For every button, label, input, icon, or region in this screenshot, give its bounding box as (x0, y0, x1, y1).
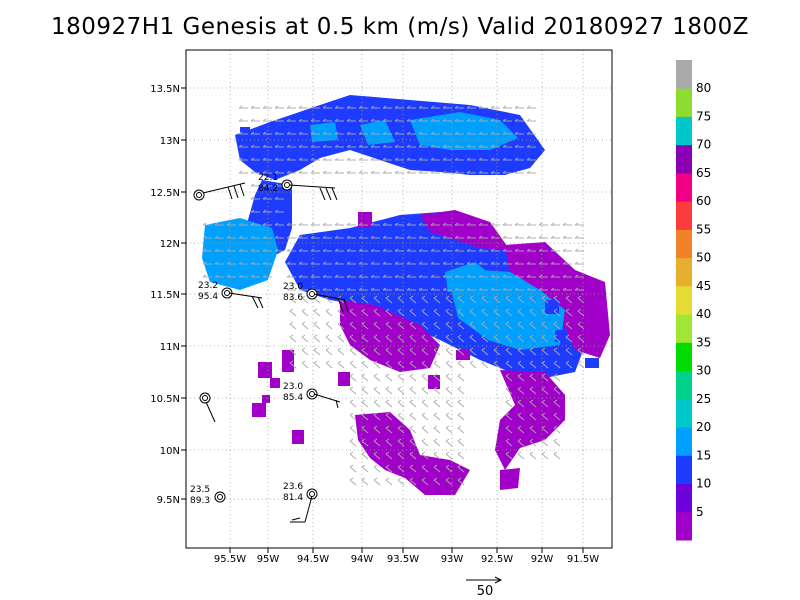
wind-barb-icon (313, 293, 346, 301)
lon-label: 93W (441, 554, 464, 565)
station-value-top: 23.0 (283, 282, 303, 292)
lon-label: 93.5W (387, 554, 419, 565)
colorbar-swatch (676, 398, 692, 428)
station-value-bottom: 89.3 (190, 496, 210, 506)
station-value-bottom: 85.4 (283, 393, 303, 403)
lat-label: 12.5N (150, 188, 180, 199)
lat-label: 10.5N (150, 394, 180, 405)
colorbar-swatch (676, 201, 692, 230)
lon-label: 95.5W (214, 554, 246, 565)
colorbar-label: 45 (696, 279, 711, 293)
colorbar-label: 55 (696, 222, 711, 236)
colorbar-label: 80 (696, 81, 711, 95)
latitude-labels: 13.5N 13N 12.5N 12N 11.5N 11N 10.5N 10N 9.5N (150, 84, 186, 506)
station-plot: 23.085.4 (283, 382, 341, 409)
colorbar-label: 60 (696, 194, 711, 208)
station-value-bottom: 84.2 (258, 184, 278, 194)
lon-label: 94W (351, 554, 374, 565)
colorbar-label: 70 (696, 138, 711, 152)
reference-vector-arrow-icon (466, 576, 503, 584)
station-value-top: 23.0 (283, 382, 303, 392)
wind-vectors (202, 105, 585, 486)
colorbar-label: 35 (696, 335, 711, 349)
station-value-bottom: 81.4 (283, 493, 303, 503)
colorbar-swatch (676, 60, 692, 89)
colorbar-swatch (676, 370, 692, 400)
station-plot: 23.681.4 (283, 482, 318, 523)
colorbar-swatch (676, 88, 692, 117)
colorbar-label: 10 (696, 477, 711, 491)
station-value-top: 22.1 (258, 173, 278, 183)
colorbar-swatch (676, 257, 692, 287)
colorbar-label: 5 (696, 505, 704, 519)
colorbar-swatch (676, 314, 692, 343)
colorbar-swatch (676, 285, 692, 315)
station-circle-icon (306, 288, 318, 300)
station-plot-partial (199, 392, 216, 423)
colorbar-swatch (676, 144, 692, 174)
colorbar-label: 20 (696, 420, 711, 434)
lat-label: 9.5N (157, 495, 180, 506)
wind-barb-icon (288, 184, 336, 189)
station-plot: 23.589.3 (190, 485, 226, 506)
colorbar-label: 50 (696, 251, 711, 265)
lat-label: 12N (160, 239, 180, 250)
lon-label: 95W (257, 554, 280, 565)
colorbar-swatch (676, 511, 692, 541)
longitude-labels: 95.5W 95W 94.5W 94W 93.5W 93W 92.5W 92W 91.5W (214, 548, 599, 565)
wind-barb-icon (304, 495, 313, 523)
lon-label: 92W (531, 554, 554, 565)
colorbar-swatch (676, 342, 692, 372)
colorbar-swatch (676, 116, 692, 146)
colorbar-label: 30 (696, 364, 711, 378)
lon-label: 91.5W (567, 554, 599, 565)
station-plot: 22.184.2 (258, 173, 338, 201)
station-value-top: 23.6 (283, 482, 303, 492)
reference-vector-label: 50 (476, 584, 494, 599)
lat-label: 13N (160, 136, 180, 147)
colorbar-label: 75 (696, 109, 711, 123)
station-plots: 22.184.223.295.423.083.623.085.423.589.3… (190, 173, 349, 523)
station-value-top: 23.5 (190, 485, 210, 495)
station-value-bottom: 95.4 (198, 292, 218, 302)
station-value-top: 23.2 (198, 281, 218, 291)
colorbar-swatch (676, 229, 692, 259)
lat-label: 10N (160, 446, 180, 457)
station-plot-partial (193, 182, 246, 201)
station-circle-icon (306, 388, 318, 400)
colorbar-swatch (676, 483, 692, 513)
lat-label: 11.5N (150, 290, 180, 301)
station-value-bottom: 83.6 (283, 293, 303, 303)
colorbar-label: 40 (696, 307, 711, 321)
station-circle-icon (306, 488, 318, 500)
lon-label: 92.5W (481, 554, 513, 565)
station-circle-icon (214, 491, 226, 503)
lon-label: 94.5W (297, 554, 329, 565)
lat-label: 11N (160, 342, 180, 353)
colorbar-label: 25 (696, 392, 711, 406)
map-gridlines (186, 50, 612, 548)
colorbar-swatch (676, 427, 692, 456)
lat-label: 13.5N (150, 84, 180, 95)
wind-barb-icon (228, 292, 263, 299)
wind-speed-field (202, 95, 610, 495)
colorbar-label: 15 (696, 448, 711, 462)
colorbar: 5 10 15 20 25 30 35 40 45 50 55 60 65 70 75 80 (676, 60, 711, 541)
map-title: 180927H1 Genesis at 0.5 km (m/s) Valid 2… (50, 14, 750, 40)
map-frame (185, 49, 613, 549)
station-plot: 23.083.6 (283, 282, 349, 313)
colorbar-label: 65 (696, 166, 711, 180)
colorbar-swatch (676, 172, 692, 202)
colorbar-swatch (676, 455, 692, 485)
station-plot: 23.295.4 (198, 281, 264, 309)
